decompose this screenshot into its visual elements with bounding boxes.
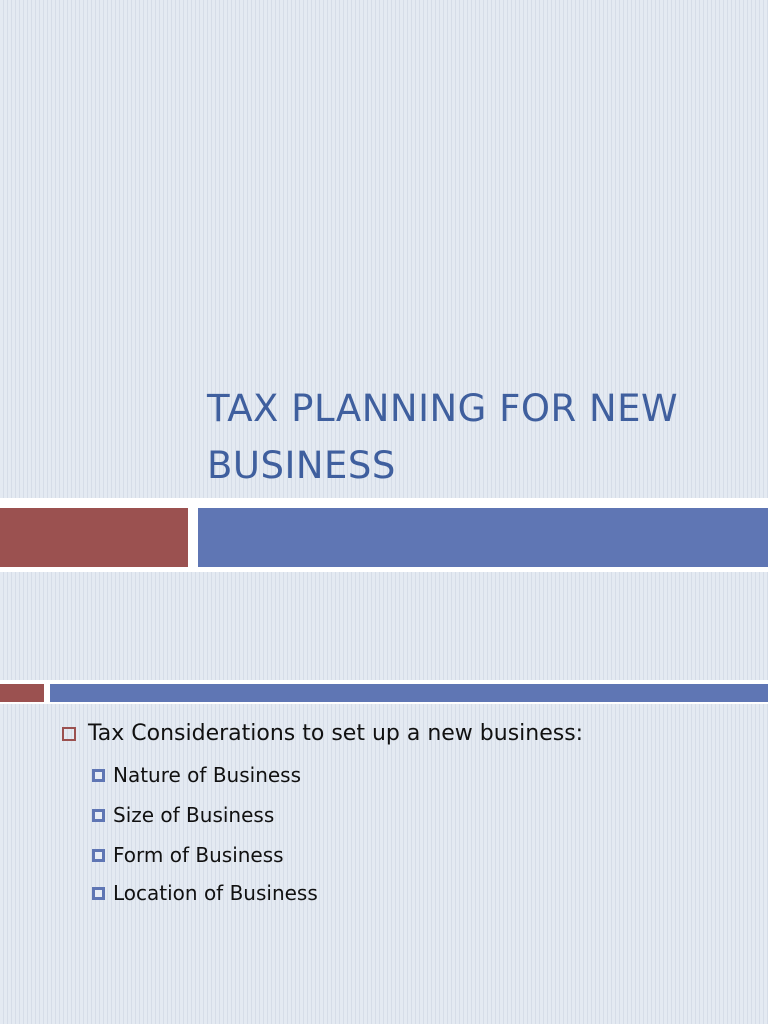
blue-accent-bar	[198, 508, 768, 567]
sub-bullet-text: Size of Business	[113, 803, 275, 827]
square-bullet-icon	[92, 886, 105, 900]
sub-bullet-text: Form of Business	[113, 843, 284, 867]
bullet-item: Tax Considerations to set up a new busin…	[62, 721, 583, 746]
sub-bullet-text: Location of Business	[113, 881, 318, 905]
red-accent-bar	[0, 508, 188, 567]
sub-bullet-item: Location of Business	[92, 881, 318, 905]
square-bullet-icon	[92, 768, 105, 782]
slide-title: TAX PLANNING FOR NEW BUSINESS	[207, 387, 679, 487]
sub-bullet-text: Nature of Business	[113, 763, 302, 787]
bullet-text: Tax Considerations to set up a new busin…	[88, 721, 584, 746]
sub-bullet-item: Size of Business	[92, 803, 274, 827]
sub-bullet-item: Nature of Business	[92, 763, 301, 787]
red-accent-bar-small	[0, 684, 44, 702]
square-bullet-icon	[92, 848, 105, 862]
sub-bullet-item: Form of Business	[92, 843, 284, 867]
blue-accent-bar-small	[50, 684, 768, 702]
square-bullet-icon	[62, 726, 76, 741]
square-bullet-icon	[92, 808, 105, 822]
